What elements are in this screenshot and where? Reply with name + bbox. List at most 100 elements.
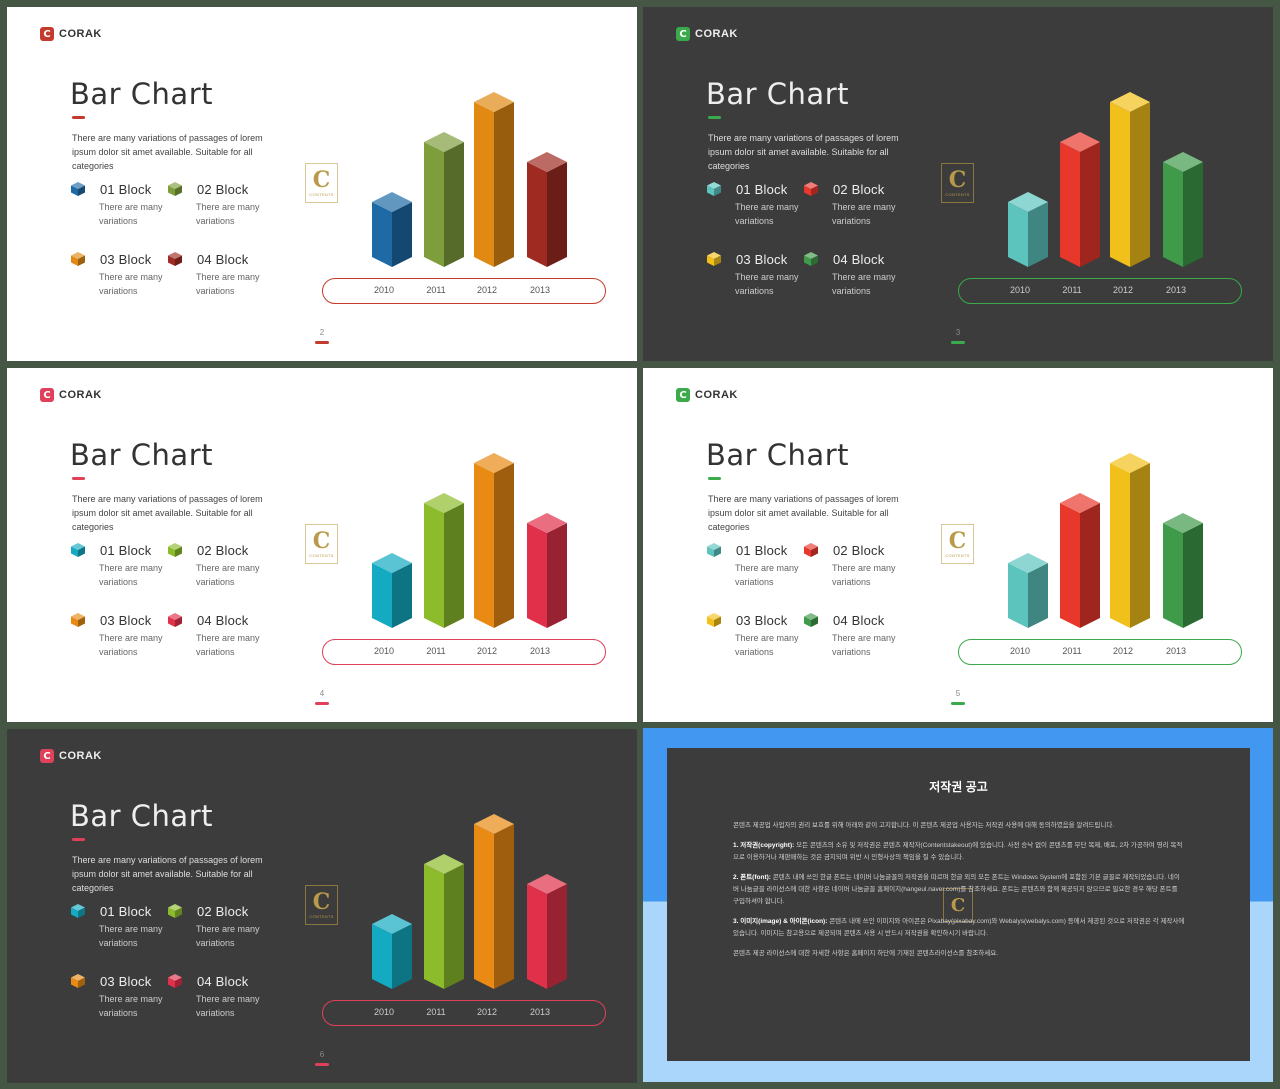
bar-face-left bbox=[372, 202, 392, 267]
block-label: 03 Block bbox=[100, 251, 152, 267]
year-label-2013: 2013 bbox=[529, 1007, 551, 1017]
block-description: There are many variations bbox=[735, 272, 799, 296]
year-label-2012: 2012 bbox=[476, 1007, 498, 1017]
bar-face-right bbox=[1080, 503, 1100, 628]
bar-face-left bbox=[424, 864, 444, 989]
copyright-notice-panel: 저작권 공고 C 콘텐츠 제공업 사업자의 권리 보호를 위해 아래와 같이 고… bbox=[667, 748, 1250, 1061]
cube-icon bbox=[706, 181, 736, 197]
page-accent-bar bbox=[315, 341, 329, 344]
year-label-2010: 2010 bbox=[1009, 285, 1031, 295]
bar-2013 bbox=[527, 874, 567, 989]
block-description: There are many variations bbox=[735, 633, 799, 657]
bar-face-right bbox=[1028, 563, 1048, 628]
brand-logo-icon: C bbox=[40, 749, 54, 763]
bar-face-top bbox=[527, 513, 567, 533]
contents-logo: C CONTENTS bbox=[941, 524, 974, 564]
bar-face-right bbox=[494, 463, 514, 628]
bar-face-left bbox=[1060, 503, 1080, 628]
contents-logo: C CONTENTS bbox=[305, 524, 338, 564]
slide-description: There are many variations of passages of… bbox=[708, 133, 899, 171]
contents-logo: C CONTENTS bbox=[305, 885, 338, 925]
notice-section-2: 2. 폰트(font): 콘텐츠 내에 쓰인 한글 폰트는 네이버 나눔글꼴의 … bbox=[733, 874, 1180, 905]
block-label: 01 Block bbox=[100, 181, 152, 197]
bar-face-right bbox=[547, 523, 567, 628]
cube-icon bbox=[70, 181, 100, 197]
block-label: 04 Block bbox=[833, 612, 885, 628]
cube-icon bbox=[706, 612, 736, 628]
brand-logo-icon: C bbox=[40, 27, 54, 41]
bar-2013 bbox=[527, 152, 567, 267]
bar-face-top bbox=[372, 553, 412, 573]
bar-face-right bbox=[392, 924, 412, 989]
brand-name: CORAK bbox=[59, 389, 102, 401]
logo-caption: CONTENTS bbox=[945, 553, 970, 558]
logo-letter: C bbox=[948, 167, 967, 193]
block-description: There are many variations bbox=[196, 272, 260, 296]
slide-5: C CORAK Bar Chart There are many variations… bbox=[643, 368, 1273, 722]
block-description: There are many variations bbox=[99, 633, 163, 657]
year-axis-pill bbox=[322, 639, 606, 665]
year-label-2013: 2013 bbox=[1165, 646, 1187, 656]
bar-face-right bbox=[1183, 162, 1203, 267]
block-label: 04 Block bbox=[833, 251, 885, 267]
cube-icon bbox=[167, 542, 197, 558]
block-description: There are many variations bbox=[735, 563, 799, 587]
notice-outro: 콘텐츠 제공 라이선스에 대한 자세한 사항은 홈페이지 하단에 기재된 콘텐츠… bbox=[733, 950, 999, 957]
bar-face-left bbox=[1008, 202, 1028, 267]
block-label: 04 Block bbox=[197, 973, 249, 989]
brand: C CORAK bbox=[40, 388, 102, 402]
logo-letter: C bbox=[948, 528, 967, 554]
block-description: There are many variations bbox=[196, 924, 260, 948]
bar-face-right bbox=[392, 202, 412, 267]
bar-face-right bbox=[547, 162, 567, 267]
bar-face-top bbox=[527, 152, 567, 172]
bar-face-top bbox=[1163, 152, 1203, 172]
block-label: 02 Block bbox=[833, 542, 885, 558]
page-number: 5 bbox=[955, 689, 961, 698]
slide-3: C CORAK Bar Chart There are many variations… bbox=[643, 7, 1273, 361]
year-label-2010: 2010 bbox=[1009, 646, 1031, 656]
cube-icon bbox=[167, 251, 197, 267]
slide-description: There are many variations of passages of… bbox=[72, 494, 263, 532]
bar-2011 bbox=[1060, 493, 1100, 628]
block-description: There are many variations bbox=[196, 994, 260, 1018]
brand-name: CORAK bbox=[695, 28, 738, 40]
page-number: 4 bbox=[319, 689, 325, 698]
bar-face-top bbox=[527, 874, 567, 894]
year-label-2013: 2013 bbox=[529, 646, 551, 656]
bar-chart bbox=[372, 814, 567, 989]
bar-2013 bbox=[1163, 513, 1203, 628]
year-axis-pill bbox=[322, 1000, 606, 1026]
block-label: 01 Block bbox=[100, 903, 152, 919]
legend-block-2: 02 Block There are many variations bbox=[167, 903, 267, 950]
legend-block-1: 01 Block There are many variations bbox=[70, 181, 170, 228]
slide-title: Bar Chart bbox=[70, 77, 214, 111]
bar-face-top bbox=[1008, 553, 1048, 573]
title-accent-bar bbox=[72, 838, 85, 841]
block-description: There are many variations bbox=[735, 202, 799, 226]
bar-2010 bbox=[372, 192, 412, 267]
title-accent-bar bbox=[708, 477, 721, 480]
bar-face-top bbox=[1110, 453, 1150, 473]
block-label: 02 Block bbox=[197, 903, 249, 919]
block-description: There are many variations bbox=[832, 202, 896, 226]
year-label-2013: 2013 bbox=[1165, 285, 1187, 295]
block-label: 03 Block bbox=[736, 251, 788, 267]
bar-2010 bbox=[1008, 192, 1048, 267]
brand-name: CORAK bbox=[59, 750, 102, 762]
bar-face-left bbox=[424, 503, 444, 628]
year-label-2010: 2010 bbox=[373, 1007, 395, 1017]
legend-block-3: 03 Block There are many variations bbox=[706, 251, 806, 298]
bar-face-right bbox=[494, 102, 514, 267]
bar-face-left bbox=[1008, 563, 1028, 628]
title-accent-bar bbox=[708, 116, 721, 119]
legend-block-3: 03 Block There are many variations bbox=[70, 251, 170, 298]
bar-face-left bbox=[527, 523, 547, 628]
bar-face-left bbox=[527, 884, 547, 989]
legend-block-1: 01 Block There are many variations bbox=[706, 542, 806, 589]
bar-face-top bbox=[474, 92, 514, 112]
bar-2011 bbox=[424, 493, 464, 628]
block-label: 01 Block bbox=[736, 181, 788, 197]
year-label-2010: 2010 bbox=[373, 285, 395, 295]
bar-2010 bbox=[1008, 553, 1048, 628]
